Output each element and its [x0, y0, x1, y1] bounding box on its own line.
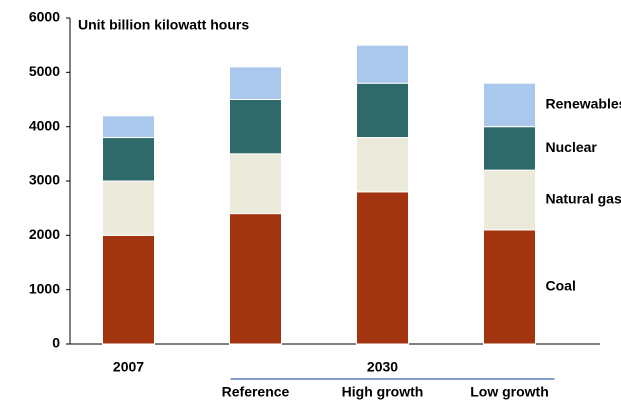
bar-segment: [483, 82, 536, 128]
bar-segment: [229, 153, 282, 215]
group-label: 2030: [367, 359, 398, 375]
bar-segment: [102, 180, 155, 236]
bar-segment: [229, 213, 282, 345]
bar-segment: [102, 115, 155, 139]
bar-segment: [356, 82, 409, 139]
x-tick-label: Reference: [222, 384, 290, 400]
legend-label: Renewables: [546, 96, 621, 112]
y-tick-label: 3000: [29, 172, 60, 188]
legend-label: Natural gas: [546, 191, 621, 207]
x-tick-label: Low growth: [470, 384, 549, 400]
y-tick-label: 5000: [29, 63, 60, 79]
bar-segment: [102, 137, 155, 182]
bar-segment: [229, 99, 282, 155]
y-tick-label: 1000: [29, 280, 60, 296]
bar-segment: [356, 137, 409, 193]
x-tick-label: High growth: [342, 384, 424, 400]
bar-segment: [483, 229, 536, 345]
bar-segment: [229, 66, 282, 100]
x-tick-label: 2007: [113, 359, 144, 375]
legend-label: Nuclear: [546, 139, 598, 155]
y-tick-label: 6000: [29, 9, 60, 25]
y-tick-label: 0: [52, 335, 60, 351]
legend-label: Coal: [546, 278, 576, 294]
annotation: Unit billion kilowatt hours: [78, 17, 249, 33]
y-tick-label: 4000: [29, 117, 60, 133]
bar-segment: [483, 126, 536, 171]
bar-segment: [102, 234, 155, 345]
bar-segment: [483, 169, 536, 231]
y-tick-label: 2000: [29, 226, 60, 242]
bar-segment: [356, 191, 409, 345]
bar-segment: [356, 44, 409, 84]
